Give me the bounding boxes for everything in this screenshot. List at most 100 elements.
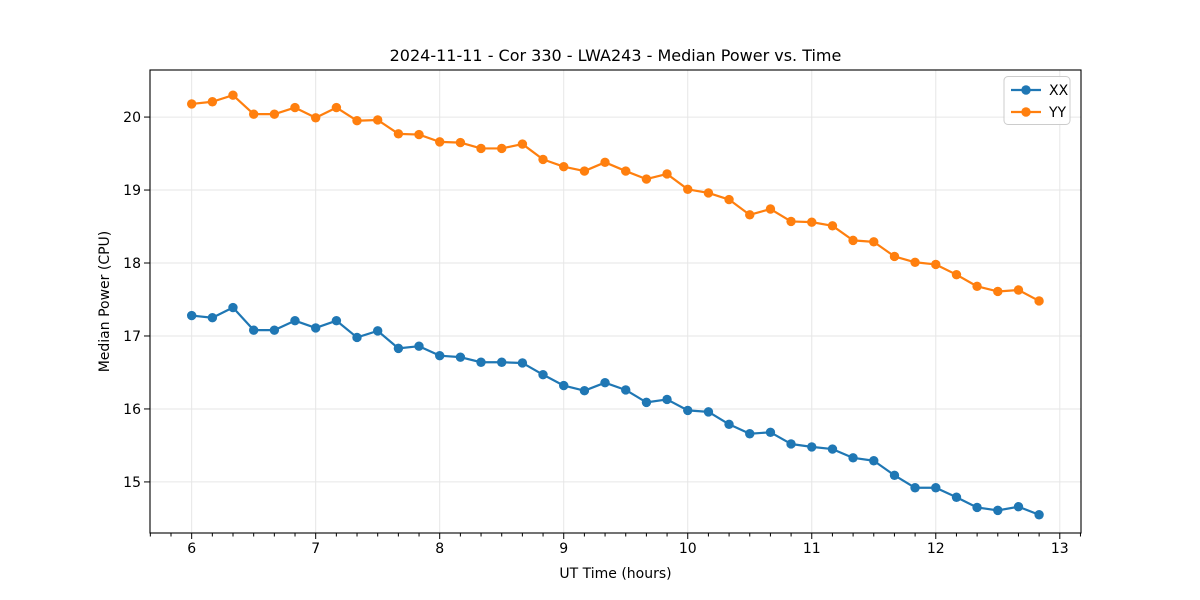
y-tick-label: 15: [123, 475, 141, 491]
legend-sample-marker-xx: [1021, 85, 1031, 95]
series-yy-marker: [290, 102, 300, 113]
series-xx-marker: [951, 492, 962, 502]
series-yy-marker: [807, 217, 817, 227]
series-xx-marker: [641, 397, 652, 408]
series-xx-marker: [786, 439, 796, 449]
series-xx-marker: [331, 315, 342, 326]
series-yy-marker: [869, 237, 879, 247]
series-xx-marker: [993, 505, 1003, 516]
x-tick-label: 10: [679, 541, 697, 557]
series-xx-marker: [393, 343, 404, 354]
series-xx-marker: [910, 483, 920, 493]
series-yy-marker: [931, 259, 941, 270]
series-xx-marker: [600, 377, 610, 388]
series-xx-marker: [559, 380, 569, 391]
series-xx-marker: [290, 315, 300, 326]
series-xx-marker: [497, 357, 507, 367]
series-xx-marker: [579, 386, 590, 396]
series-yy-marker: [786, 216, 796, 227]
y-tick-label: 19: [123, 183, 141, 199]
series-yy-marker: [476, 143, 486, 154]
tick-labels: 6 7 8 9 10 11 12 13 15 16 17 18 19 20: [123, 110, 1069, 557]
x-tick-label: 8: [435, 541, 444, 557]
series-xx-marker: [889, 470, 900, 481]
series-yy-marker: [517, 139, 528, 149]
series-yy-marker: [497, 143, 507, 154]
series-yy-marker: [889, 251, 900, 262]
series-yy-marker: [538, 154, 548, 165]
x-tick-label: 6: [187, 541, 196, 557]
series-xx-marker: [1034, 510, 1044, 520]
x-tick-label: 12: [927, 541, 945, 557]
series-xx-marker: [869, 456, 879, 466]
series-yy-marker: [910, 257, 920, 267]
series-yy-marker: [600, 157, 610, 168]
series-yy-marker: [186, 99, 197, 109]
series-xx-marker: [724, 419, 734, 429]
legend-label-yy: YY: [1048, 105, 1067, 121]
series-yy-marker: [435, 137, 445, 147]
series-xx-line: [191, 306, 1040, 516]
series-xx-marker: [207, 313, 218, 323]
grid: [150, 70, 1081, 533]
series-yy-marker: [579, 166, 590, 176]
series-xx-marker: [827, 444, 838, 454]
series-yy-marker: [269, 109, 280, 119]
series-yy-line: [191, 94, 1040, 302]
series-xx-marker: [1013, 502, 1024, 512]
series-xx-marker: [683, 405, 693, 416]
series-yy-marker: [662, 169, 672, 179]
series-yy-marker: [331, 102, 342, 113]
series-xx-marker: [538, 369, 548, 380]
series-yy-marker: [1034, 296, 1044, 306]
series-xx-marker: [931, 483, 941, 493]
x-tick-label: 11: [803, 541, 821, 557]
series-xx-marker: [972, 502, 982, 513]
series-yy-marker: [683, 184, 693, 195]
series-xx-marker: [807, 442, 817, 452]
series-xx-marker: [476, 357, 486, 367]
legend-sample-marker-yy: [1021, 107, 1031, 117]
series-xx-marker: [248, 325, 259, 335]
y-tick-label: 20: [123, 110, 141, 126]
series-xx-marker: [662, 394, 672, 405]
series-xx-marker: [310, 323, 321, 333]
series-xx-marker: [435, 350, 445, 361]
series-xx-marker: [228, 302, 238, 313]
series-yy-marker: [1013, 285, 1024, 295]
plot-border: [149, 69, 1082, 534]
legend-label-xx: XX: [1049, 83, 1069, 99]
series-yy-marker: [228, 90, 238, 100]
series-yy-marker: [372, 115, 383, 125]
series-xx-marker: [455, 352, 466, 362]
series-yy-marker: [393, 129, 404, 139]
series-xx-marker: [621, 385, 631, 395]
series-yy-marker: [310, 113, 321, 123]
chart-title: 2024-11-11 - Cor 330 - LWA243 - Median P…: [390, 46, 842, 65]
y-tick-label: 17: [123, 329, 141, 345]
series-yy-marker: [972, 281, 982, 292]
series-xx-marker: [848, 453, 858, 463]
y-axis-label: Median Power (CPU): [97, 231, 113, 373]
x-axis-label: UT Time (hours): [559, 566, 671, 582]
series-xx-marker: [517, 358, 528, 368]
y-tick-label: 18: [123, 256, 141, 272]
legend: XX YY: [1003, 76, 1071, 125]
axes: [144, 69, 1082, 539]
series-xx-marker: [352, 332, 362, 343]
y-tick-label: 16: [123, 402, 141, 418]
series-yy-marker: [621, 166, 631, 176]
series-xx-marker: [269, 325, 280, 335]
series-xx-marker: [372, 326, 383, 336]
series-xx-marker: [703, 407, 714, 417]
series-xx-marker: [745, 429, 755, 439]
series-lines: [186, 90, 1044, 520]
series-yy-marker: [724, 194, 734, 205]
series-yy-marker: [248, 109, 259, 119]
series-yy-marker: [559, 161, 569, 172]
series-yy-marker: [765, 204, 776, 214]
x-tick-label: 7: [311, 541, 320, 557]
series-yy-marker: [827, 221, 838, 231]
